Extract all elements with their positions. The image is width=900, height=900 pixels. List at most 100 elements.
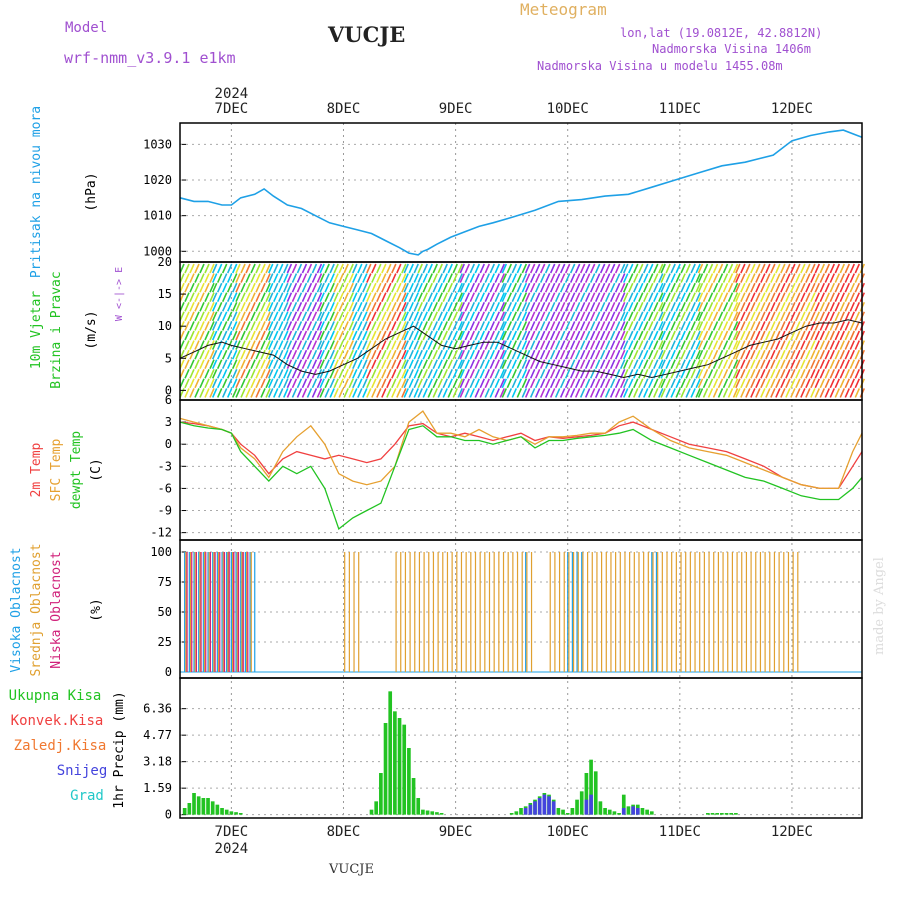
wind-barb-stroke [805,368,811,379]
wind-barb-stroke [614,321,621,331]
wind-barb-stroke [484,330,491,341]
wind-barb-stroke [839,273,846,283]
wind-barb-stroke [286,388,293,398]
wind-barb-stroke [357,378,363,389]
wind-barb-stroke [695,340,701,350]
wind-barb-stroke [442,301,448,312]
wind-barb-stroke [839,388,846,398]
precip-bar [388,691,393,815]
wind-barb-stroke [376,330,382,341]
wind-barb-stroke [189,378,195,389]
wind-barb-stroke [810,321,816,331]
wind-barb-stroke [250,359,256,370]
wind-barb-stroke [403,359,409,370]
wind-barb-stroke [401,388,407,398]
wind-barb-stroke [447,378,453,389]
wind-barb-stroke [599,311,606,322]
wind-barb-stroke [623,330,629,341]
wind-barb-stroke [469,321,476,331]
wind-barb-stroke [712,301,719,312]
wind-barb-stroke [506,282,513,293]
wind-barb-stroke [447,388,453,398]
wind-barb-stroke [362,263,368,274]
wind-barb-stroke [319,301,325,312]
wind-barb-stroke [245,263,251,274]
wind-barb-stroke [494,273,501,283]
wind-barb-stroke [609,292,616,303]
wind-barb-stroke [829,292,836,303]
precip-bar [556,808,561,815]
wind-barb-stroke [501,273,508,283]
wind-barb-stroke [599,368,606,379]
wind-barb-stroke [391,349,397,360]
wind-barb-stroke [357,340,363,350]
wind-barb-stroke [849,282,856,293]
wind-barb-stroke [690,349,696,360]
wind-barb-stroke [554,330,561,341]
precip-bar [379,773,383,815]
wind-barb-stroke [765,330,771,341]
wind-barb-stroke [319,388,325,398]
wind-barb-stroke [255,263,261,274]
wind-barb-stroke [658,378,664,389]
wind-barb-stroke [209,282,215,293]
wind-barb-stroke [732,263,739,274]
wind-barb-stroke [459,263,466,274]
wind-barb-stroke [829,388,836,398]
wind-barb-stroke [770,368,776,379]
wind-barb-stroke [381,388,387,398]
wind-barb-stroke [221,330,228,341]
wind-barb-stroke [717,359,724,370]
wind-barb-stroke [381,292,387,303]
wind-barb-stroke [800,321,806,331]
wind-barb-stroke [366,359,372,370]
wind-barb-stroke [184,301,190,312]
wind-barb-stroke [396,263,402,274]
wind-barb-stroke [306,273,313,283]
wind-barb-stroke [544,282,551,293]
wind-barb-stroke [479,359,486,370]
wind-barb-stroke [199,273,205,283]
wind-barb-stroke [484,282,491,293]
wind-barb-stroke [250,368,256,379]
wind-barb-stroke [432,359,438,370]
wind-barb-stroke [814,311,821,322]
wind-barb-stroke [702,378,709,389]
wind-barb-stroke [844,273,851,283]
wind-barb-stroke [665,359,671,370]
wind-barb-stroke [442,368,448,379]
wind-barb-stroke [301,292,308,303]
wind-barb-stroke [452,273,458,283]
wind-barb-stroke [296,359,303,370]
wind-barb-stroke [594,340,601,350]
wind-barb-stroke [839,263,846,274]
wind-barb-stroke [559,388,566,398]
cloud-panel-frame [179,539,863,679]
wind-barb-stroke [474,378,481,389]
wind-barb-stroke [697,349,704,360]
wind-barb-stroke [554,368,561,379]
wind-barb-stroke [790,292,796,303]
day-label-bottom: 7DEC [215,824,249,840]
wind-barb-stroke [516,340,523,350]
wind-barb-stroke [469,330,476,341]
wind-barb-stroke [780,340,786,350]
wind-barb-stroke [690,301,696,312]
wind-barb-stroke [619,301,626,312]
wind-barb-stroke [660,368,666,379]
wind-barb-stroke [814,330,821,341]
wind-barb-stroke [604,282,611,293]
wind-barb-stroke [209,273,215,283]
wind-barb-stroke [479,388,486,398]
wind-barb-stroke [712,282,719,293]
wind-barb-stroke [362,330,368,341]
wind-barb-stroke [231,368,238,379]
precip-bar [369,809,374,815]
wind-barb-stroke [521,340,528,350]
wind-barb-stroke [184,359,190,370]
wind-barb-stroke [521,330,528,341]
wind-barb-stroke [707,330,714,341]
wind-barb-stroke [306,292,313,303]
wind-barb-stroke [735,368,741,379]
wind-barb-stroke [457,388,463,398]
